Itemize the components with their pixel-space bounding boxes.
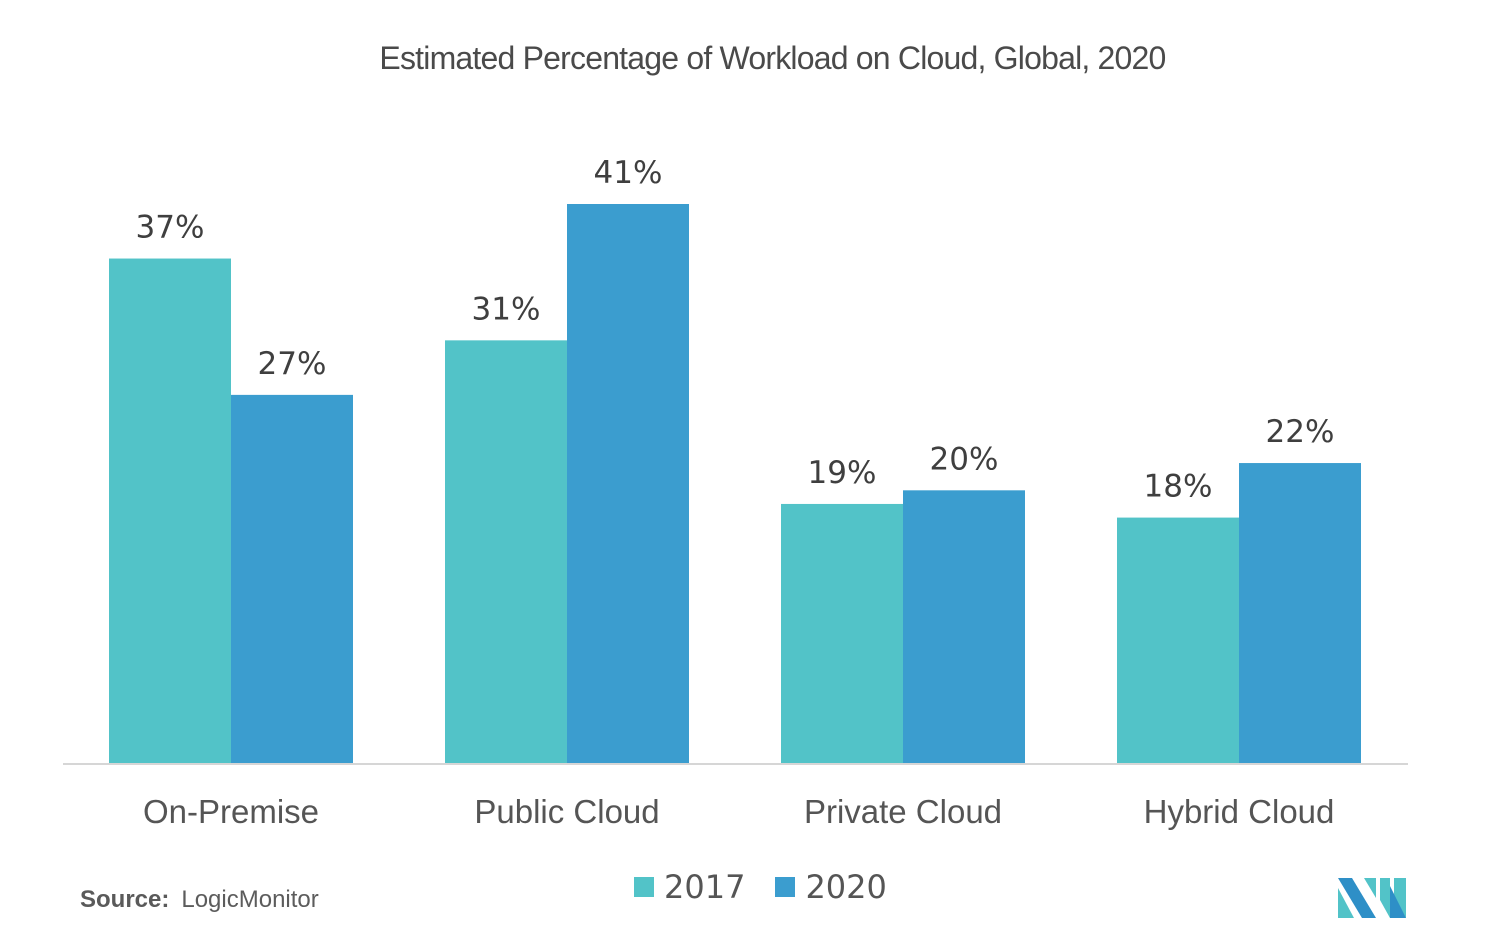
data-label-2017-on-premise: 37% xyxy=(136,210,205,246)
legend-label-2017: 2017 xyxy=(664,868,746,906)
data-label-2017-hybrid-cloud: 18% xyxy=(1144,469,1213,505)
bar-2017-private-cloud xyxy=(781,503,903,763)
bar-2017-public-cloud xyxy=(445,340,567,763)
bar-2020-hybrid-cloud xyxy=(1239,463,1361,763)
x-tick-label-private-cloud: Private Cloud xyxy=(804,793,1002,830)
bars-group xyxy=(109,204,1361,763)
bar-2017-hybrid-cloud xyxy=(1117,517,1239,763)
source-value: LogicMonitor xyxy=(181,886,319,913)
data-label-2020-on-premise: 27% xyxy=(258,346,327,382)
legend-item-2017: 2017 xyxy=(634,868,745,906)
data-label-2020-private-cloud: 20% xyxy=(930,441,999,477)
legend-swatch-2020 xyxy=(775,877,796,897)
labels-group: 37% 27% On-Premise 31% 41% Public Cloud 19% 20%… xyxy=(136,155,1335,830)
bar-2020-on-premise xyxy=(231,394,353,763)
legend: 2017 2020 xyxy=(634,868,917,906)
data-label-2017-public-cloud: 31% xyxy=(472,291,541,327)
data-label-2017-private-cloud: 19% xyxy=(808,455,877,491)
bar-2020-private-cloud xyxy=(903,490,1025,763)
legend-swatch-2017 xyxy=(634,877,654,897)
chart-title: Estimated Percentage of Workload on Clou… xyxy=(379,40,1166,76)
x-tick-label-hybrid-cloud: Hybrid Cloud xyxy=(1144,793,1335,830)
source-note: Source: LogicMonitor xyxy=(80,886,319,914)
mordor-intelligence-logo xyxy=(1338,878,1406,918)
bar-2020-public-cloud xyxy=(567,204,689,763)
legend-item-2020: 2020 xyxy=(775,868,887,906)
bar-2017-on-premise xyxy=(109,258,231,763)
source-label: Source: xyxy=(80,886,170,913)
legend-label-2020: 2020 xyxy=(805,868,887,906)
data-label-2020-public-cloud: 41% xyxy=(594,155,663,191)
x-tick-label-on-premise: On-Premise xyxy=(143,793,319,830)
bar-chart-plot: 37% 27% On-Premise 31% 41% Public Cloud 19% 20%… xyxy=(63,155,1408,830)
data-label-2020-hybrid-cloud: 22% xyxy=(1266,414,1335,450)
x-tick-label-public-cloud: Public Cloud xyxy=(474,793,659,830)
